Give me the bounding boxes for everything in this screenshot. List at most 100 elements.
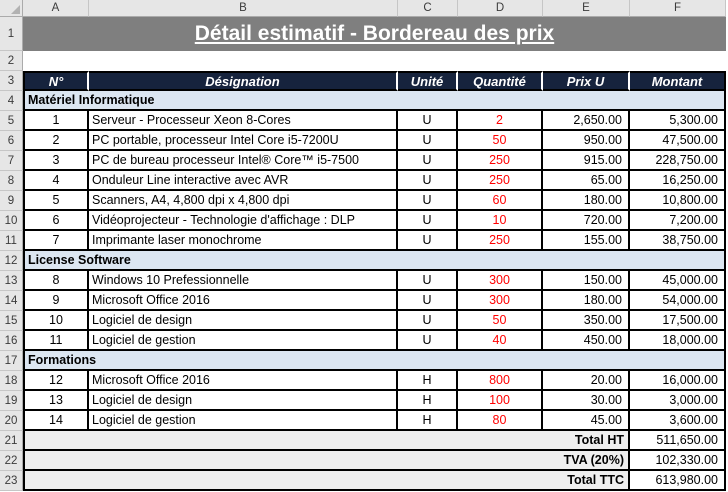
cell-no[interactable]: 5 bbox=[23, 191, 89, 211]
cell-amount[interactable]: 45,000.00 bbox=[630, 271, 726, 291]
cell-designation[interactable]: Vidéoprojecteur - Technologie d'affichag… bbox=[89, 211, 398, 231]
row-header-13[interactable]: 13 bbox=[0, 271, 23, 291]
cell-qty[interactable]: 40 bbox=[458, 331, 543, 351]
row-header-16[interactable]: 16 bbox=[0, 331, 23, 351]
row-header-21[interactable]: 21 bbox=[0, 431, 23, 451]
cell-no[interactable]: 9 bbox=[23, 291, 89, 311]
cell-designation[interactable]: Microsoft Office 2016 bbox=[89, 291, 398, 311]
cell-price[interactable]: 180.00 bbox=[543, 191, 630, 211]
row-header-22[interactable]: 22 bbox=[0, 451, 23, 471]
row-header-8[interactable]: 8 bbox=[0, 171, 23, 191]
cell-unit[interactable]: U bbox=[398, 151, 458, 171]
section-label-cell[interactable]: Formations bbox=[23, 351, 726, 371]
cell-amount[interactable]: 3,600.00 bbox=[630, 411, 726, 431]
total-ttc-value-cell[interactable]: 613,980.00 bbox=[630, 471, 726, 491]
cell-price[interactable]: 30.00 bbox=[543, 391, 630, 411]
cell-qty[interactable]: 250 bbox=[458, 231, 543, 251]
cell-unit[interactable]: H bbox=[398, 411, 458, 431]
total-ht-label-cell[interactable]: Total HT bbox=[23, 431, 630, 451]
select-all-corner[interactable] bbox=[0, 0, 23, 17]
section-label-cell[interactable]: License Software bbox=[23, 251, 726, 271]
cell-no[interactable]: 11 bbox=[23, 331, 89, 351]
cell-qty[interactable]: 60 bbox=[458, 191, 543, 211]
cell-designation[interactable]: Onduleur Line interactive avec AVR bbox=[89, 171, 398, 191]
cell-designation[interactable]: Microsoft Office 2016 bbox=[89, 371, 398, 391]
cell-unit[interactable]: U bbox=[398, 211, 458, 231]
cell-price[interactable]: 45.00 bbox=[543, 411, 630, 431]
cell-unit[interactable]: U bbox=[398, 291, 458, 311]
row-header-17[interactable]: 17 bbox=[0, 351, 23, 371]
cell-no[interactable]: 1 bbox=[23, 111, 89, 131]
cell-unit[interactable]: U bbox=[398, 231, 458, 251]
row-header-2[interactable]: 2 bbox=[0, 51, 23, 71]
row-header-1[interactable]: 1 bbox=[0, 17, 23, 51]
cell-no[interactable]: 4 bbox=[23, 171, 89, 191]
cell-amount[interactable]: 10,800.00 bbox=[630, 191, 726, 211]
cell-price[interactable]: 2,650.00 bbox=[543, 111, 630, 131]
row-header-23[interactable]: 23 bbox=[0, 471, 23, 491]
cell-amount[interactable]: 3,000.00 bbox=[630, 391, 726, 411]
cell-no[interactable]: 10 bbox=[23, 311, 89, 331]
cell-amount[interactable]: 7,200.00 bbox=[630, 211, 726, 231]
row-header-3[interactable]: 3 bbox=[0, 71, 23, 91]
tva-label-cell[interactable]: TVA (20%) bbox=[23, 451, 630, 471]
row-header-10[interactable]: 10 bbox=[0, 211, 23, 231]
row-header-20[interactable]: 20 bbox=[0, 411, 23, 431]
cell-designation[interactable]: Logiciel de gestion bbox=[89, 411, 398, 431]
cell-price[interactable]: 150.00 bbox=[543, 271, 630, 291]
cell-no[interactable]: 3 bbox=[23, 151, 89, 171]
row-header-5[interactable]: 5 bbox=[0, 111, 23, 131]
row-header-19[interactable]: 19 bbox=[0, 391, 23, 411]
cell-designation[interactable]: Imprimante laser monochrome bbox=[89, 231, 398, 251]
row-header-15[interactable]: 15 bbox=[0, 311, 23, 331]
row-header-9[interactable]: 9 bbox=[0, 191, 23, 211]
row-header-7[interactable]: 7 bbox=[0, 151, 23, 171]
header-cell-qty[interactable]: Quantité bbox=[458, 71, 543, 91]
cell-price[interactable]: 915.00 bbox=[543, 151, 630, 171]
cell-qty[interactable]: 250 bbox=[458, 151, 543, 171]
cell-designation[interactable]: Scanners, A4, 4,800 dpi x 4,800 dpi bbox=[89, 191, 398, 211]
cell-qty[interactable]: 300 bbox=[458, 291, 543, 311]
row-header-14[interactable]: 14 bbox=[0, 291, 23, 311]
cell-price[interactable]: 720.00 bbox=[543, 211, 630, 231]
cell-no[interactable]: 7 bbox=[23, 231, 89, 251]
cell-no[interactable]: 13 bbox=[23, 391, 89, 411]
row-header-11[interactable]: 11 bbox=[0, 231, 23, 251]
cell-unit[interactable]: H bbox=[398, 371, 458, 391]
cell-designation[interactable]: Windows 10 Prefessionnelle bbox=[89, 271, 398, 291]
cell-unit[interactable]: U bbox=[398, 111, 458, 131]
column-header-E[interactable]: E bbox=[543, 0, 630, 17]
cell-unit[interactable]: U bbox=[398, 171, 458, 191]
row-header-12[interactable]: 12 bbox=[0, 251, 23, 271]
cell-price[interactable]: 350.00 bbox=[543, 311, 630, 331]
cell-amount[interactable]: 17,500.00 bbox=[630, 311, 726, 331]
header-cell-amount[interactable]: Montant bbox=[630, 71, 726, 91]
cell-qty[interactable]: 100 bbox=[458, 391, 543, 411]
header-cell-price[interactable]: Prix U bbox=[543, 71, 630, 91]
cell-price[interactable]: 155.00 bbox=[543, 231, 630, 251]
cell-amount[interactable]: 54,000.00 bbox=[630, 291, 726, 311]
cell-unit[interactable]: U bbox=[398, 331, 458, 351]
cell-designation[interactable]: Serveur - Processeur Xeon 8-Cores bbox=[89, 111, 398, 131]
cell-no[interactable]: 12 bbox=[23, 371, 89, 391]
cell-amount[interactable]: 5,300.00 bbox=[630, 111, 726, 131]
sheet-title-cell[interactable]: Détail estimatif - Bordereau des prix bbox=[23, 17, 726, 51]
cell-qty[interactable]: 50 bbox=[458, 131, 543, 151]
cell-qty[interactable]: 80 bbox=[458, 411, 543, 431]
tva-value-cell[interactable]: 102,330.00 bbox=[630, 451, 726, 471]
cell-amount[interactable]: 18,000.00 bbox=[630, 331, 726, 351]
cell-price[interactable]: 950.00 bbox=[543, 131, 630, 151]
header-cell-no[interactable]: N° bbox=[23, 71, 89, 91]
cell-price[interactable]: 65.00 bbox=[543, 171, 630, 191]
total-ttc-label-cell[interactable]: Total TTC bbox=[23, 471, 630, 491]
cell-unit[interactable]: H bbox=[398, 391, 458, 411]
row-header-18[interactable]: 18 bbox=[0, 371, 23, 391]
cell-unit[interactable]: U bbox=[398, 131, 458, 151]
column-header-F[interactable]: F bbox=[630, 0, 726, 17]
cell-amount[interactable]: 228,750.00 bbox=[630, 151, 726, 171]
cell-qty[interactable]: 800 bbox=[458, 371, 543, 391]
cell-designation[interactable]: PC portable, processeur Intel Core i5-72… bbox=[89, 131, 398, 151]
cell-designation[interactable]: Logiciel de design bbox=[89, 311, 398, 331]
cell-designation[interactable]: Logiciel de gestion bbox=[89, 331, 398, 351]
cell-amount[interactable]: 16,000.00 bbox=[630, 371, 726, 391]
